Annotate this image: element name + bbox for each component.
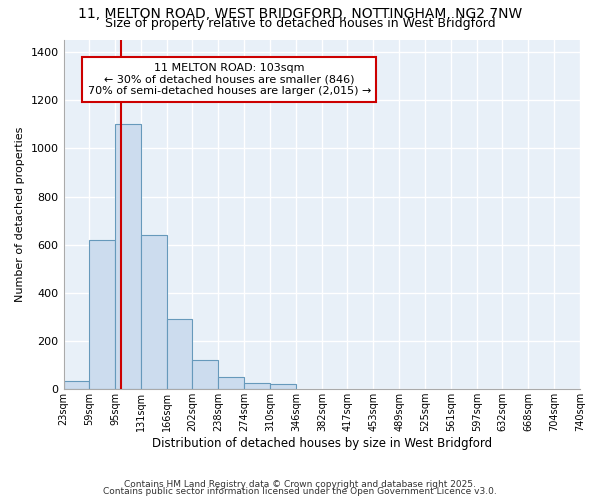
Bar [218, 377, 244, 389]
Text: Size of property relative to detached houses in West Bridgford: Size of property relative to detached ho… [104, 18, 496, 30]
Text: Contains public sector information licensed under the Open Government Licence v3: Contains public sector information licen… [103, 487, 497, 496]
Bar [167, 320, 193, 389]
Bar [64, 380, 89, 389]
Text: 11 MELTON ROAD: 103sqm
← 30% of detached houses are smaller (846)
70% of semi-de: 11 MELTON ROAD: 103sqm ← 30% of detached… [88, 63, 371, 96]
Text: 11, MELTON ROAD, WEST BRIDGFORD, NOTTINGHAM, NG2 7NW: 11, MELTON ROAD, WEST BRIDGFORD, NOTTING… [78, 8, 522, 22]
Bar [244, 383, 270, 389]
Bar [89, 240, 115, 389]
Bar [193, 360, 218, 389]
Bar [142, 235, 167, 389]
Y-axis label: Number of detached properties: Number of detached properties [15, 127, 25, 302]
Text: Contains HM Land Registry data © Crown copyright and database right 2025.: Contains HM Land Registry data © Crown c… [124, 480, 476, 489]
Bar [115, 124, 142, 389]
X-axis label: Distribution of detached houses by size in West Bridgford: Distribution of detached houses by size … [152, 437, 492, 450]
Bar [270, 384, 296, 389]
